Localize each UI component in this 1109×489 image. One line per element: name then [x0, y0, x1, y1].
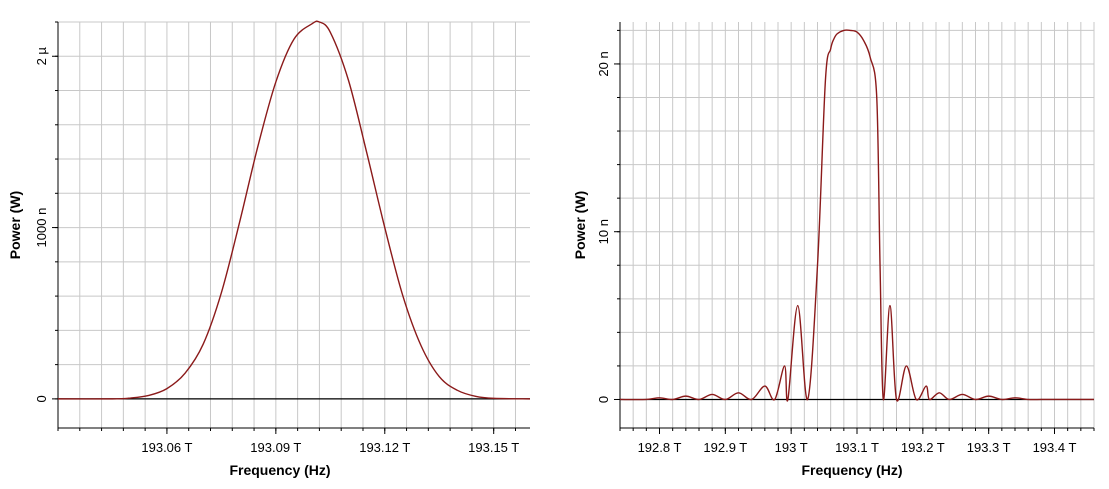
series-line — [619, 29, 1094, 402]
x-tick-label: 193 T — [775, 440, 808, 455]
grid — [57, 21, 530, 428]
x-tick-label: 192.8 T — [638, 440, 682, 455]
x-tick-label: 193.1 T — [835, 440, 879, 455]
x-tick-label: 193.15 T — [468, 440, 519, 455]
y-tick-label: 1000 n — [34, 208, 49, 248]
x-tick-label: 193.06 T — [141, 440, 192, 455]
x-axis-title: Frequency (Hz) — [229, 462, 330, 478]
y-tick-label: 10 n — [596, 219, 611, 244]
series-line — [57, 20, 531, 400]
y-tick-label: 0 — [596, 396, 611, 403]
x-tick-label: 193.4 T — [1033, 440, 1077, 455]
x-tick-label: 193.12 T — [359, 440, 410, 455]
y-axis-title: Power (W) — [7, 191, 23, 259]
x-axis-title: Frequency (Hz) — [801, 462, 902, 478]
y-tick-label: 2 µ — [34, 47, 49, 66]
grid — [619, 22, 1095, 428]
x-tick-label: 193.09 T — [250, 440, 301, 455]
chart-2: 192.8 T 192.9 T 193 T 193.1 T 193.2 T 193.3 T… — [572, 22, 1095, 478]
x-tick-label: 192.9 T — [703, 440, 747, 455]
y-tick-label: 20 n — [596, 51, 611, 76]
x-tick-label: 193.3 T — [967, 440, 1011, 455]
y-tick-label: 0 — [34, 395, 49, 402]
x-tick-label: 193.2 T — [901, 440, 945, 455]
y-axis-title: Power (W) — [572, 191, 588, 259]
chart-1: 193.06 T 193.09 T 193.12 T 193.15 T 0 1000 n 2… — [7, 20, 531, 478]
